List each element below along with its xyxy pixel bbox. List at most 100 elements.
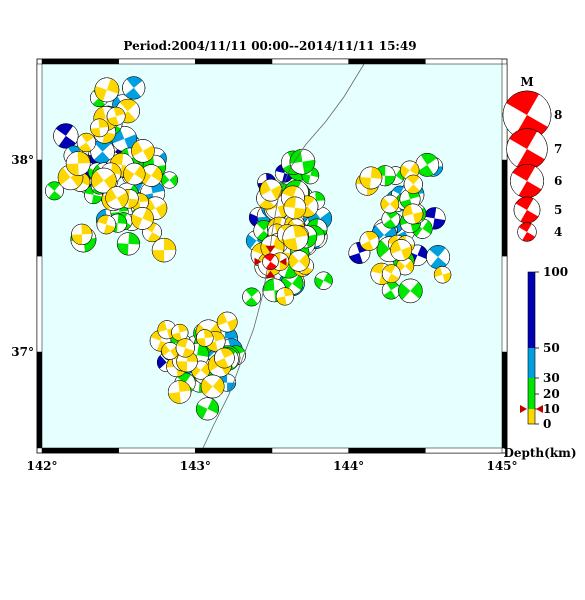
focal-mechanism-beachball	[381, 264, 401, 284]
frame-segment-left	[36, 351, 43, 449]
frame-segment-right	[501, 159, 508, 257]
colorbar-band	[528, 378, 535, 409]
focal-mechanism-beachball	[390, 239, 413, 262]
focal-mechanism-beachball	[381, 281, 401, 300]
map-frame	[36, 58, 508, 454]
focal-mechanism-beachball	[275, 287, 294, 306]
focal-mechanism-beachball	[161, 342, 179, 360]
focal-mechanism-beachball	[65, 151, 91, 176]
frame-segment-left	[36, 63, 43, 161]
colorbar-tick-label: 20	[543, 387, 560, 401]
colorbar-tick-label: 0	[543, 417, 551, 431]
epicenter-marker-right	[279, 257, 287, 266]
focal-mechanism-beachball	[96, 214, 117, 235]
focal-mechanism-beachball	[214, 347, 235, 369]
focal-mechanism-beachball	[171, 323, 189, 342]
focal-mechanism-beachball	[167, 380, 192, 404]
frame-segment-left	[36, 255, 43, 353]
magnitude-legend: 8 7 6 5 4	[502, 90, 562, 242]
frame-segment-top	[195, 58, 273, 65]
latitude-tick-label: 38°	[11, 153, 34, 167]
focal-mechanism-beachball	[396, 257, 415, 276]
epicenter-marker-left	[254, 257, 262, 266]
focal-mechanism-beachball	[90, 118, 109, 138]
focal-mechanism-beachball	[76, 132, 96, 153]
frame-segment-bottom	[348, 447, 426, 454]
magnitude-legend-title: M	[520, 75, 533, 89]
beachball-layer	[45, 76, 452, 421]
focal-mechanism-beachball	[196, 329, 214, 347]
magnitude-legend-label: 8	[554, 108, 562, 122]
focal-mechanism-beachball	[53, 123, 79, 149]
focal-mechanism-beachball	[196, 397, 219, 421]
main-event-beachball	[262, 253, 279, 271]
focal-mechanism-beachball	[71, 223, 93, 246]
colorbar-tick-label: 30	[543, 371, 560, 385]
longitude-tick-label: 143°	[180, 459, 211, 473]
magnitude-legend-label: 5	[554, 203, 562, 217]
focal-mechanism-beachball	[283, 196, 307, 220]
focal-mechanism-beachball	[160, 171, 178, 189]
epicenter-marker-top	[265, 245, 276, 253]
focal-mechanism-beachball	[45, 181, 64, 201]
focal-mechanism-beachball	[116, 232, 141, 256]
magnitude-legend-label: 4	[554, 225, 562, 239]
colorbar-band	[528, 409, 535, 424]
focal-mechanism-beachball	[151, 237, 177, 263]
focal-mechanism-beachball	[106, 106, 126, 126]
focal-mechanism-beachball	[403, 174, 423, 194]
colorbar-tick-label: 10	[543, 402, 560, 416]
focal-mechanism-beachball	[415, 153, 440, 177]
frame-segment-bottom	[41, 447, 119, 454]
focal-mechanism-beachball	[314, 271, 333, 290]
focal-mechanism-beachball	[105, 186, 129, 210]
magnitude-legend-beachball	[509, 163, 545, 199]
magnitude-legend-label: 6	[554, 174, 562, 188]
focal-mechanism-beachball	[91, 167, 117, 194]
focal-mechanism-beachball	[122, 76, 146, 100]
longitude-ticks: 142° 143° 144° 145°	[26, 459, 517, 473]
focal-mechanism-beachball	[259, 178, 283, 202]
focal-mechanism-beachball	[433, 266, 452, 284]
focal-mechanism-beachball	[282, 224, 309, 251]
frame-segment-bottom	[271, 447, 349, 454]
focal-mechanism-beachball	[398, 278, 423, 304]
colorbar-tick-label: 100	[543, 265, 568, 279]
frame-segment-top	[41, 58, 119, 65]
longitude-tick-label: 144°	[333, 459, 364, 473]
focal-mechanism-beachball	[242, 287, 262, 307]
longitude-tick-label: 145°	[486, 459, 517, 473]
frame-segment-bottom	[195, 447, 273, 454]
focal-mechanism-beachball	[289, 148, 316, 175]
focal-mechanism-beachball	[359, 230, 380, 251]
focal-mechanism-beachball	[288, 250, 310, 272]
colorbar-marker-right	[536, 405, 543, 413]
epicenter-group	[254, 245, 287, 278]
magnitude-legend-label: 7	[554, 142, 562, 156]
colorbar-band	[528, 348, 535, 378]
epicenter-marker-bottom	[265, 270, 276, 278]
frame-segment-top	[118, 58, 196, 65]
focal-mechanism-beachball	[216, 311, 238, 333]
focal-mechanism-beachball	[94, 77, 120, 103]
focal-mechanism-beachball	[200, 374, 225, 399]
frame-segment-left	[36, 159, 43, 257]
magnitude-legend-beachball	[517, 222, 537, 242]
frame-segment-bottom	[118, 447, 196, 454]
frame-segment-top	[425, 58, 503, 65]
colorbar-label: Depth(km)	[503, 446, 576, 460]
frame-segment-bottom	[425, 447, 503, 454]
focal-mechanism-beachball	[90, 139, 115, 164]
colorbar-marker-left	[520, 405, 527, 413]
focal-mechanism-beachball	[380, 194, 400, 214]
focal-mechanism-beachball	[426, 245, 450, 269]
map-title: Period:2004/11/11 00:00--2014/11/11 15:4…	[123, 39, 416, 53]
colorbar-tick-label: 50	[543, 341, 560, 355]
latitude-ticks: 38° 37°	[11, 153, 34, 359]
colorbar-band	[528, 272, 535, 348]
focal-mechanism-beachball	[131, 139, 155, 163]
focal-mechanism-beachball	[175, 338, 195, 358]
longitude-tick-label: 142°	[26, 459, 57, 473]
